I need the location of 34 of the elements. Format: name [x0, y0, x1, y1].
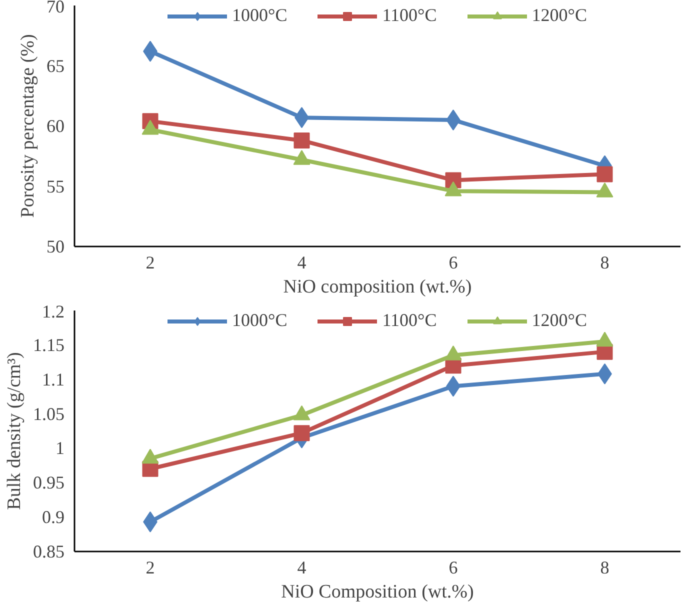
y-axis-title: Porosity percentage (%) [18, 34, 38, 218]
x-axis-title: NiO composition (wt.%) [283, 276, 472, 298]
legend-label: 1200°C [532, 5, 587, 26]
x-tick-label: 2 [146, 252, 155, 272]
legend-label: 1200°C [532, 310, 587, 331]
y-tick-label: 0.9 [42, 507, 64, 528]
y-tick-label: 1.2 [42, 302, 64, 322]
point [294, 132, 310, 148]
y-axis-title: Bulk density (g/cm³) [4, 352, 25, 510]
legend-label: 1000°C [232, 5, 288, 26]
x-tick-label: 2 [146, 558, 155, 578]
y-tick-label: 70 [46, 0, 64, 16]
y-tick-label: 0.85 [33, 542, 64, 562]
legend-label: 1100°C [382, 310, 437, 331]
x-tick-label: 4 [297, 558, 306, 578]
x-tick-label: 8 [600, 558, 610, 578]
y-tick-label: 0.95 [33, 472, 64, 493]
y-tick-label: 50 [46, 236, 64, 256]
y-tick-label: 1.15 [33, 334, 64, 355]
legend-label: 1100°C [382, 5, 437, 26]
x-tick-label: 6 [448, 558, 458, 578]
x-tick-label: 4 [297, 252, 306, 272]
y-tick-label: 1 [56, 438, 64, 458]
y-tick-label: 1.1 [42, 369, 64, 390]
y-tick-label: 65 [46, 56, 64, 76]
legend-label: 1000°C [232, 310, 288, 331]
point [294, 425, 310, 442]
point [596, 166, 613, 182]
x-tick-label: 6 [448, 252, 458, 272]
y-tick-label: 55 [46, 176, 64, 196]
y-tick-label: 1.05 [33, 404, 64, 424]
x-tick-label: 8 [600, 252, 610, 272]
y-tick-label: 60 [46, 116, 64, 136]
x-axis-title: NiO Composition (wt.%) [281, 582, 474, 602]
